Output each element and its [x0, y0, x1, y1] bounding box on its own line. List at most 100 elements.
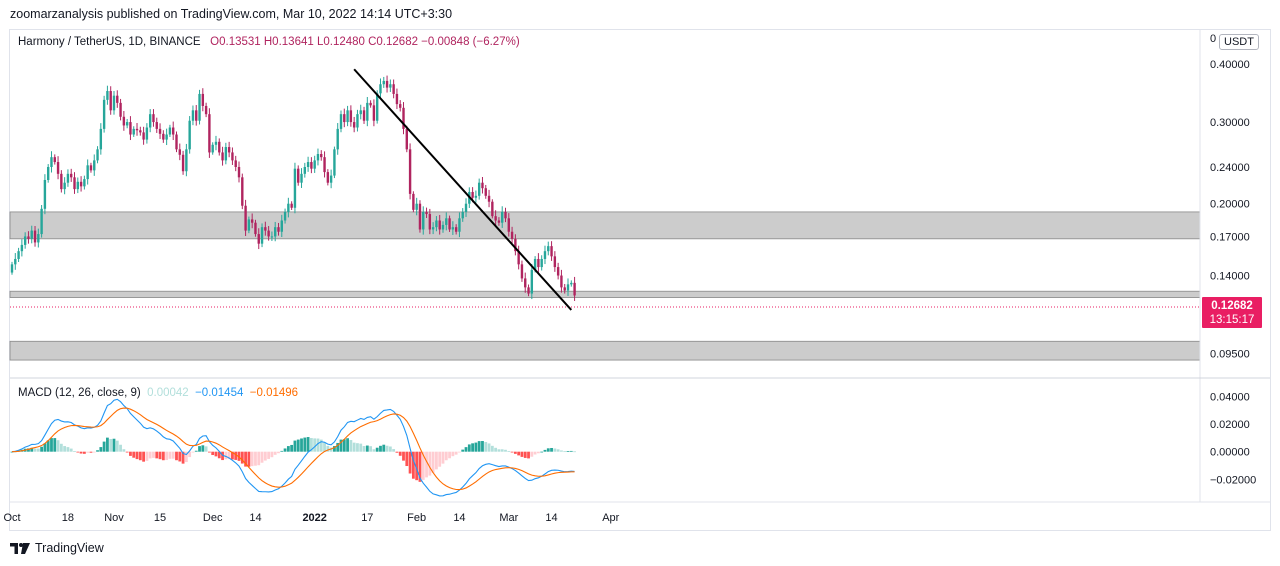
- candle-body: [451, 227, 455, 230]
- macd-histogram-bar: [122, 449, 126, 452]
- candle-body: [402, 107, 405, 129]
- candle-body: [250, 219, 254, 223]
- price-tick-label: 0.17000: [1210, 231, 1250, 243]
- macd-histogram-bar: [125, 451, 129, 453]
- candle-body: [415, 203, 418, 210]
- currency-button[interactable]: USDT: [1219, 34, 1259, 50]
- macd-histogram-bar: [569, 450, 573, 452]
- macd-histogram-bar: [112, 438, 116, 452]
- macd-histogram-bar: [520, 451, 524, 457]
- candle-body: [560, 275, 563, 288]
- macd-histogram-bar: [527, 451, 530, 459]
- candle-body: [375, 93, 379, 121]
- candle-body: [158, 128, 162, 134]
- candle-body: [280, 220, 283, 232]
- candle-body: [326, 172, 330, 183]
- macd-histogram-bar: [221, 451, 224, 461]
- macd-histogram-bar: [438, 451, 442, 467]
- macd-histogram-bar: [303, 437, 307, 452]
- macd-histogram-bar: [53, 438, 57, 452]
- candle-body: [441, 224, 445, 230]
- macd-histogram-bar: [441, 451, 445, 464]
- macd-tick-label: −0.02000: [1210, 474, 1256, 486]
- macd-histogram-bar: [392, 449, 396, 452]
- macd-histogram-bar: [346, 438, 349, 452]
- trendline[interactable]: [353, 68, 573, 311]
- macd-histogram-bar: [513, 451, 517, 454]
- macd-histogram-bar: [497, 449, 501, 452]
- candle-body: [204, 105, 208, 115]
- macd-histogram-bar: [27, 448, 30, 452]
- sr-zone: [9, 340, 1201, 361]
- macd-histogram-bar: [33, 448, 37, 452]
- macd-histogram-bar: [50, 438, 53, 452]
- candle-body: [316, 154, 320, 161]
- macd-histogram-bar: [553, 448, 557, 452]
- macd-histogram-bar: [418, 451, 422, 482]
- candle-body: [66, 173, 70, 183]
- macd-value: −0.01454: [195, 387, 244, 399]
- candle-body: [244, 205, 247, 231]
- candle-body: [389, 84, 392, 88]
- candle-body: [211, 144, 214, 153]
- candle-body: [339, 114, 343, 129]
- candle-body: [139, 130, 142, 133]
- macd-histogram-bar: [92, 451, 96, 453]
- macd-tick-label: 0.02000: [1210, 419, 1250, 431]
- signal-value: −0.01496: [249, 387, 299, 399]
- price-scale-ticks: 0.40000 0.30000 0.24000 0.20000 0.17000 0.140…: [1210, 59, 1250, 360]
- candle-body: [277, 227, 280, 232]
- macd-histogram-bar: [263, 451, 267, 461]
- candle-body: [227, 147, 231, 153]
- macd-histogram-bar: [109, 439, 113, 452]
- candle-body: [573, 282, 576, 296]
- macd-histogram-bar: [300, 438, 303, 452]
- macd-histogram: [10, 437, 576, 482]
- macd-histogram-bar: [296, 439, 300, 452]
- candle-body: [33, 230, 37, 243]
- macd-histogram-bar: [451, 451, 455, 457]
- candle-body: [99, 128, 103, 150]
- candle-body: [471, 191, 474, 198]
- macd-histogram-bar: [319, 439, 323, 452]
- macd-histogram-bar: [490, 445, 494, 452]
- macd-histogram-bar: [214, 451, 218, 457]
- macd-histogram-bar: [201, 445, 205, 452]
- macd-histogram-bar: [411, 451, 415, 479]
- candle-body: [27, 236, 30, 239]
- last-price-tag: 0.12682 13:15:17: [1202, 297, 1262, 328]
- candle-body: [484, 188, 487, 196]
- candle-body: [148, 114, 152, 128]
- symbol-legend: Harmony / TetherUS, 1D, BINANCE O0.13531…: [18, 36, 520, 48]
- macd-histogram-bar: [405, 451, 409, 467]
- candle-body: [109, 91, 112, 111]
- macd-histogram-bar: [260, 451, 264, 463]
- macd-histogram-bar: [533, 451, 537, 455]
- time-tick-label: 17: [361, 512, 373, 524]
- candle-body: [17, 251, 20, 259]
- macd-histogram-bar: [398, 451, 402, 456]
- candle-body: [494, 216, 497, 221]
- macd-histogram-bar: [240, 451, 244, 464]
- candle-body: [501, 211, 504, 223]
- candle-body: [290, 203, 293, 208]
- candle-body: [514, 238, 517, 252]
- macd-histogram-bar: [231, 451, 234, 460]
- time-tick-label: 2022: [302, 512, 326, 524]
- tradingview-logo[interactable]: TradingView: [10, 541, 104, 555]
- signal-line: [11, 407, 575, 491]
- macd-histogram-bar: [96, 450, 99, 452]
- macd-histogram-bar: [273, 451, 277, 455]
- candle-body: [155, 122, 158, 129]
- candle-body: [547, 246, 550, 252]
- candle-body: [185, 149, 188, 172]
- candle-body: [382, 80, 385, 85]
- macd-histogram-bar: [421, 451, 425, 480]
- candle-body: [425, 211, 428, 215]
- macd-histogram-bar: [73, 451, 76, 452]
- candle-body: [178, 149, 181, 155]
- macd-histogram-bar: [175, 451, 178, 461]
- time-tick-label: 14: [545, 512, 557, 524]
- macd-histogram-bar: [435, 451, 438, 470]
